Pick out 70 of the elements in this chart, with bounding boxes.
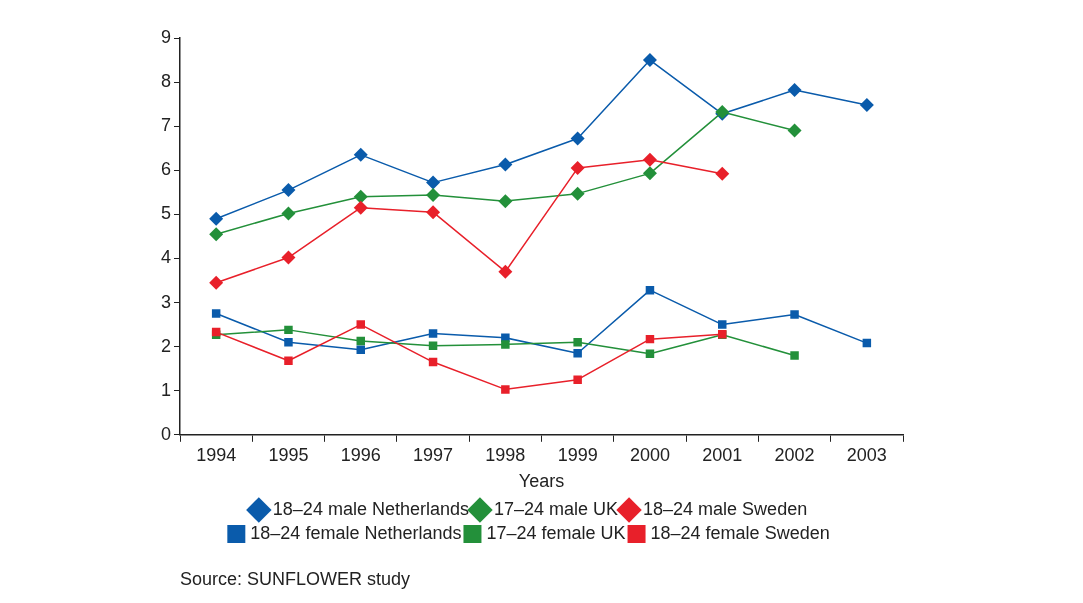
point (356, 320, 365, 329)
x-axis-title: Years (518, 471, 565, 492)
point (498, 157, 513, 172)
y-tick-label: 3 (161, 291, 172, 312)
point (645, 349, 655, 358)
x-tick-label: 2001 (702, 444, 743, 465)
point (570, 131, 585, 146)
legend-label: 18–24 female Sweden (650, 522, 830, 543)
x-tick-label: 1998 (485, 444, 526, 465)
legend-label: 18–24 female Netherlands (250, 522, 462, 543)
point (498, 264, 513, 279)
point (501, 340, 510, 349)
point (353, 189, 368, 204)
y-tick-label: 5 (161, 203, 172, 224)
point (426, 205, 441, 220)
point (209, 275, 224, 290)
point (790, 351, 799, 360)
point (426, 187, 441, 202)
point (284, 356, 293, 365)
x-tick-label: 2002 (774, 444, 815, 465)
point (787, 83, 802, 98)
point (211, 309, 221, 318)
point (428, 341, 438, 350)
point (573, 337, 582, 347)
y-tick-label: 9 (161, 26, 172, 47)
point (356, 345, 365, 354)
point (642, 152, 657, 167)
x-tick-label: 1996 (340, 444, 381, 465)
point (573, 375, 582, 384)
legend-label: 17–24 female UK (486, 522, 626, 543)
point (570, 186, 585, 201)
point (426, 175, 441, 190)
y-tick-label: 4 (161, 247, 172, 268)
x-tick-label: 1995 (268, 444, 309, 465)
point (787, 123, 802, 138)
y-tick-label: 2 (161, 335, 172, 356)
point (281, 250, 296, 265)
x-tick-label: 1997 (413, 444, 454, 465)
point (715, 166, 730, 181)
point (498, 194, 513, 209)
point (353, 147, 368, 162)
point (353, 200, 368, 215)
point (718, 320, 727, 329)
x-tick-label: 1999 (557, 444, 598, 465)
point (428, 329, 438, 338)
point (790, 310, 799, 319)
point (642, 53, 657, 68)
point (209, 227, 224, 242)
legend-label: 18–24 male Sweden (643, 498, 808, 519)
y-tick-label: 6 (161, 159, 172, 180)
y-tick-label: 7 (161, 115, 172, 136)
y-tick-label: 0 (161, 423, 172, 444)
point (501, 385, 510, 394)
point (570, 161, 585, 176)
point (281, 183, 296, 198)
x-tick-label: 2003 (846, 444, 887, 465)
point (284, 325, 293, 335)
point (209, 211, 224, 226)
y-tick-label: 1 (161, 379, 172, 400)
x-tick-label: 1994 (196, 444, 237, 465)
point (573, 348, 582, 358)
point (281, 206, 296, 221)
point (859, 98, 874, 113)
source-note: Source: SUNFLOWER study (180, 568, 411, 589)
y-tick-label: 8 (161, 71, 172, 92)
legend-label: 18–24 male Netherlands (272, 498, 469, 519)
point (284, 337, 293, 347)
x-tick-label: 2000 (629, 444, 670, 465)
legend-label: 17–24 male UK (493, 498, 619, 519)
point (642, 166, 657, 181)
